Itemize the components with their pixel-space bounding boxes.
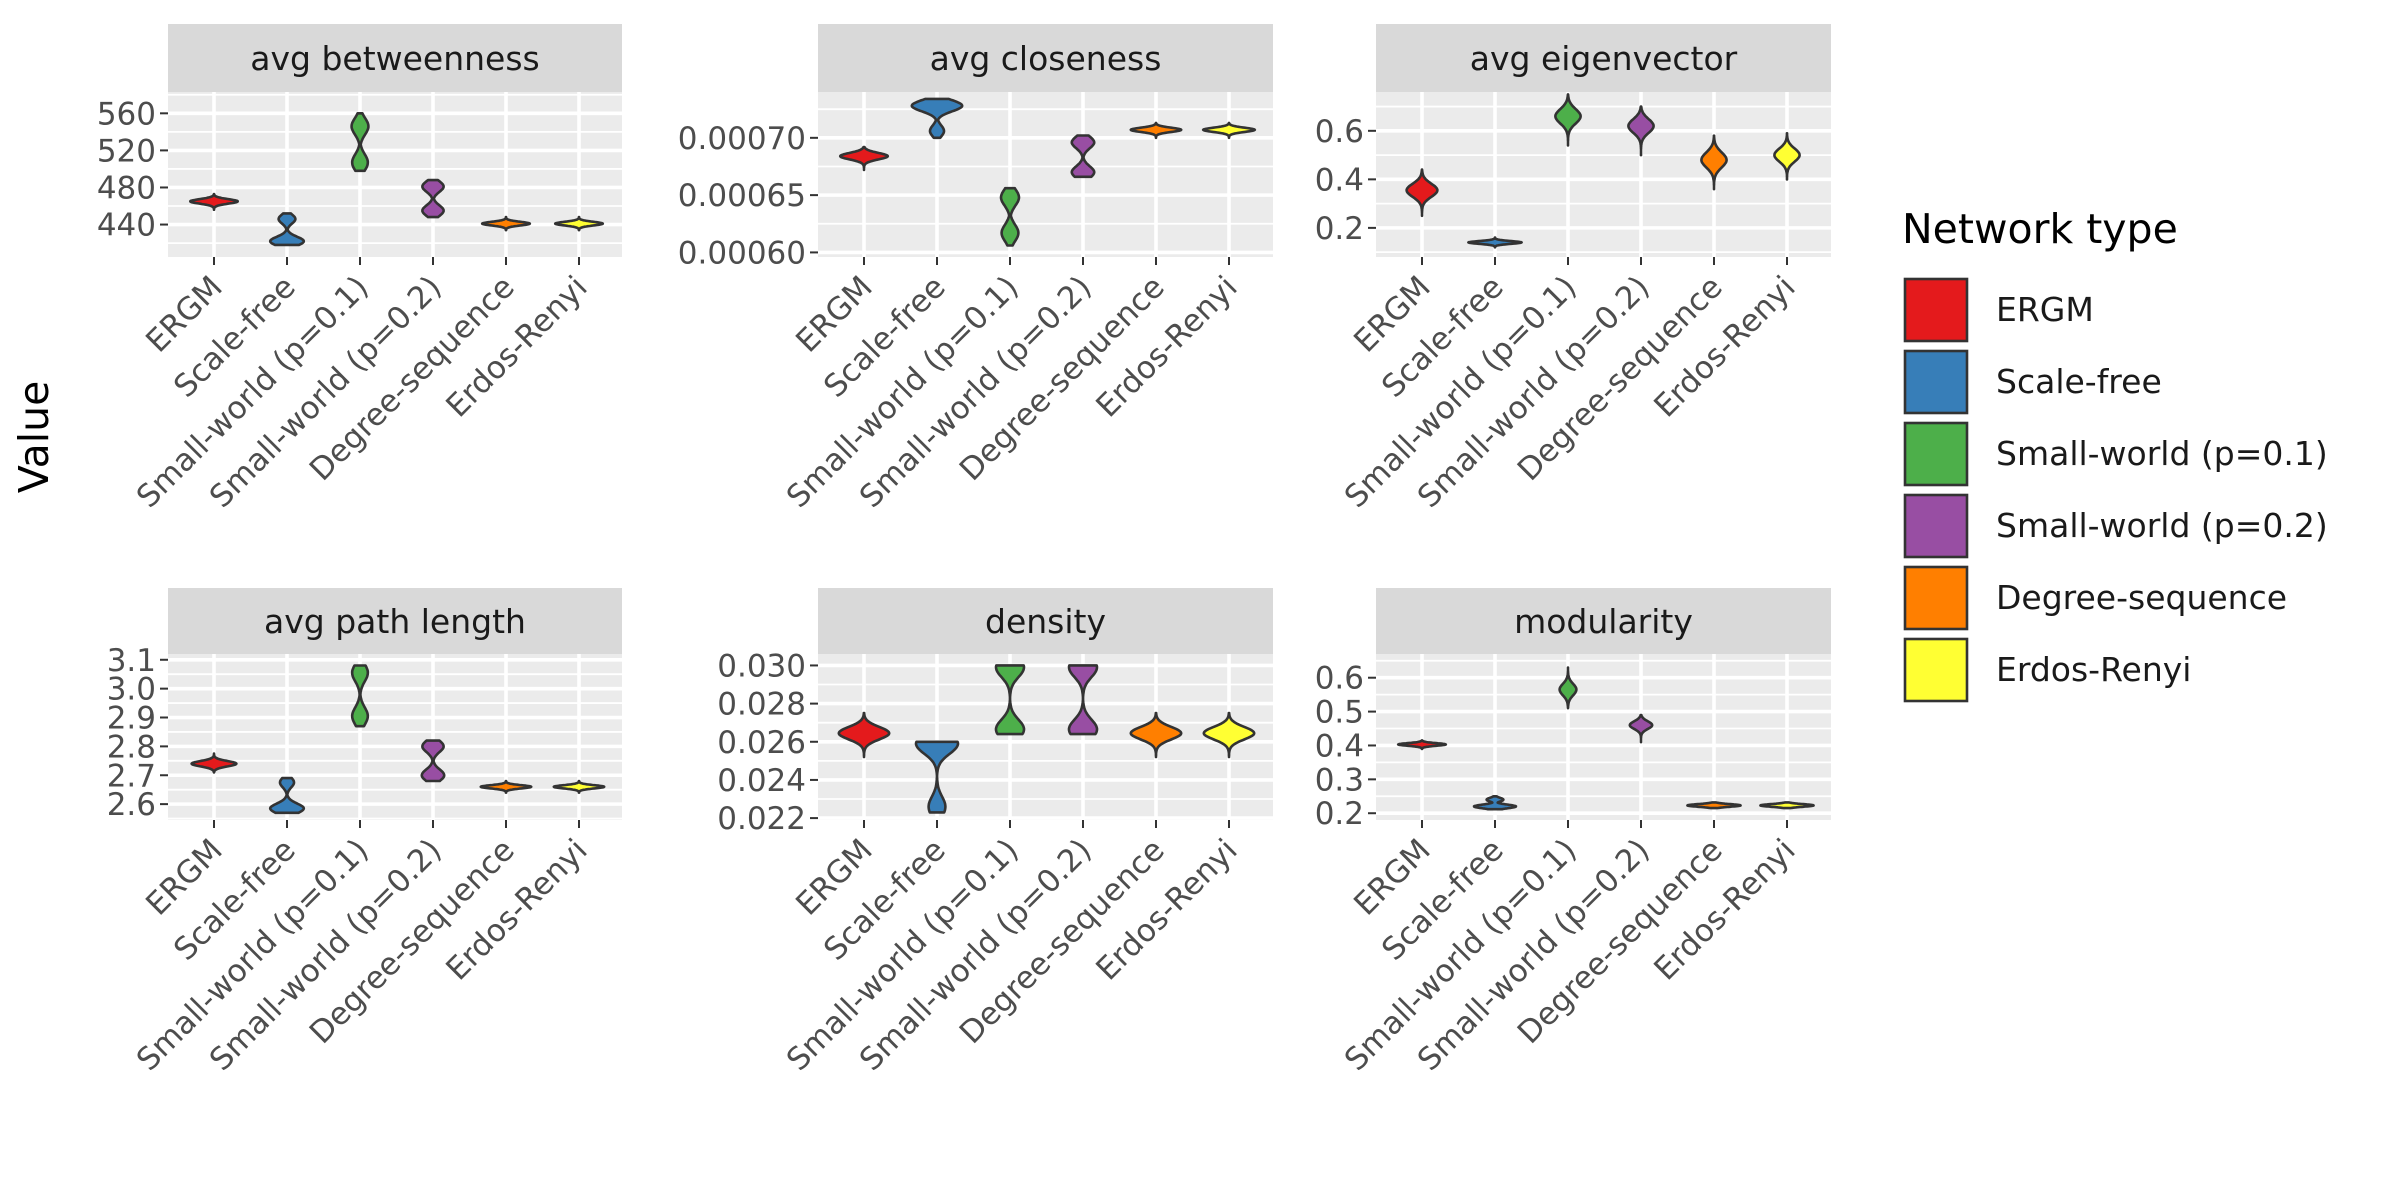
violin-degree-sequence bbox=[1129, 711, 1183, 759]
panel-background bbox=[1376, 92, 1831, 257]
legend-label-scale-free: Scale-free bbox=[1996, 362, 2162, 401]
y-tick-label: 480 bbox=[97, 170, 156, 206]
y-tick-label: 0.00065 bbox=[678, 178, 806, 214]
panel-background bbox=[168, 654, 622, 820]
y-tick-label: 2.8 bbox=[107, 729, 156, 765]
violin-small-world-p-0-1 bbox=[994, 664, 1026, 736]
strip-background bbox=[818, 24, 1273, 92]
y-tick-label: 0.030 bbox=[717, 648, 806, 684]
legend-label-small-world-p-0-2: Small-world (p=0.2) bbox=[1996, 506, 2328, 545]
y-tick-label: 0.2 bbox=[1315, 211, 1364, 247]
panel-background bbox=[818, 654, 1273, 820]
legend-swatch-degree-sequence bbox=[1903, 565, 1969, 631]
strip-background bbox=[168, 24, 622, 92]
violin-scale-free bbox=[268, 776, 306, 815]
legend-label-erdos-renyi: Erdos-Renyi bbox=[1996, 650, 2191, 689]
violin-ergm bbox=[838, 145, 890, 172]
panel-background bbox=[1376, 654, 1831, 820]
strip-background bbox=[1376, 24, 1831, 92]
y-tick-label: 0.026 bbox=[717, 725, 806, 761]
violin-scale-free bbox=[1467, 236, 1523, 249]
y-tick-label: 2.9 bbox=[107, 701, 156, 737]
violin-small-world-p-0-2 bbox=[421, 178, 445, 219]
y-tick-label: 2.7 bbox=[107, 758, 156, 794]
y-tick-label: 0.2 bbox=[1315, 796, 1364, 832]
y-tick-label: 520 bbox=[97, 133, 156, 169]
strip-title: modularity bbox=[1514, 602, 1693, 641]
legend-label-ergm: ERGM bbox=[1996, 290, 2094, 329]
violin-erdos-renyi bbox=[1773, 132, 1801, 181]
violin-erdos-renyi bbox=[1759, 801, 1815, 810]
legend-title: Network type bbox=[1902, 205, 2178, 253]
violin-small-world-p-0-2 bbox=[1628, 713, 1654, 744]
strip-background bbox=[1376, 588, 1831, 654]
violin-scale-free bbox=[1472, 795, 1518, 811]
violin-scale-free bbox=[914, 740, 960, 814]
y-tick-label: 2.6 bbox=[107, 787, 156, 823]
violin-degree-sequence bbox=[480, 215, 532, 232]
violin-erdos-renyi bbox=[552, 779, 606, 794]
strip-title: avg closeness bbox=[930, 39, 1162, 78]
violin-small-world-p-0-1 bbox=[350, 664, 370, 728]
y-tick-label: 0.00060 bbox=[678, 235, 806, 271]
y-tick-label: 0.4 bbox=[1315, 162, 1364, 198]
strip-title: avg eigenvector bbox=[1470, 39, 1738, 78]
strip-title: avg betweenness bbox=[250, 39, 540, 78]
violin-erdos-renyi bbox=[553, 215, 605, 232]
y-tick-label: 560 bbox=[97, 96, 156, 132]
violin-small-world-p-0-2 bbox=[420, 739, 446, 783]
y-tick-label: 0.028 bbox=[717, 687, 806, 723]
y-tick-label: 0.024 bbox=[717, 763, 806, 799]
y-tick-label: 0.022 bbox=[717, 801, 806, 837]
strip-title: density bbox=[985, 602, 1106, 641]
violin-ergm bbox=[190, 752, 238, 774]
legend: Network type ERGM Scale-free Small-world (… bbox=[1902, 205, 2328, 704]
y-tick-label: 440 bbox=[97, 208, 156, 244]
violin-erdos-renyi bbox=[1202, 711, 1256, 759]
y-tick-label: 0.6 bbox=[1315, 114, 1364, 150]
violin-erdos-renyi bbox=[1201, 121, 1257, 140]
violin-scale-free bbox=[910, 97, 964, 140]
panel-background bbox=[168, 92, 622, 257]
legend-swatch-erdos-renyi bbox=[1903, 637, 1969, 703]
y-axis-title: Value bbox=[10, 381, 58, 494]
violin-ergm bbox=[1396, 739, 1448, 751]
y-tick-label: 0.6 bbox=[1315, 661, 1364, 697]
legend-swatch-small-world-p-0-1 bbox=[1903, 421, 1969, 487]
y-tick-label: 0.4 bbox=[1315, 728, 1364, 764]
y-tick-label: 0.3 bbox=[1315, 762, 1364, 798]
legend-label-degree-sequence: Degree-sequence bbox=[1996, 578, 2287, 617]
legend-label-small-world-p-0-1: Small-world (p=0.1) bbox=[1996, 434, 2328, 473]
violin-ergm bbox=[837, 711, 891, 759]
y-tick-label: 3.0 bbox=[107, 672, 156, 708]
violin-small-world-p-0-1 bbox=[1558, 666, 1578, 710]
y-tick-label: 0.5 bbox=[1315, 695, 1364, 731]
violin-ergm bbox=[1405, 168, 1439, 218]
violin-small-world-p-0-2 bbox=[1070, 134, 1096, 179]
violin-scale-free bbox=[268, 212, 306, 247]
violin-small-world-p-0-1 bbox=[1554, 93, 1582, 147]
legend-swatch-small-world-p-0-2 bbox=[1903, 493, 1969, 559]
legend-swatch-ergm bbox=[1903, 277, 1969, 343]
violin-degree-sequence bbox=[1129, 121, 1183, 140]
legend-swatch-scale-free bbox=[1903, 349, 1969, 415]
violin-small-world-p-0-1 bbox=[350, 112, 370, 173]
y-tick-label: 0.00070 bbox=[678, 121, 806, 157]
panel-background bbox=[818, 92, 1273, 257]
violin-ergm bbox=[189, 192, 239, 211]
strip-title: avg path length bbox=[264, 602, 526, 641]
y-tick-label: 3.1 bbox=[107, 643, 156, 679]
violin-small-world-p-0-2 bbox=[1067, 664, 1099, 736]
violin-degree-sequence bbox=[1700, 134, 1728, 191]
violin-degree-sequence bbox=[479, 779, 533, 794]
strip-background bbox=[818, 588, 1273, 654]
violin-degree-sequence bbox=[1686, 801, 1742, 810]
strip-background bbox=[168, 588, 622, 654]
violin-small-world-p-0-2 bbox=[1627, 105, 1655, 157]
violin-small-world-p-0-1 bbox=[999, 186, 1021, 247]
